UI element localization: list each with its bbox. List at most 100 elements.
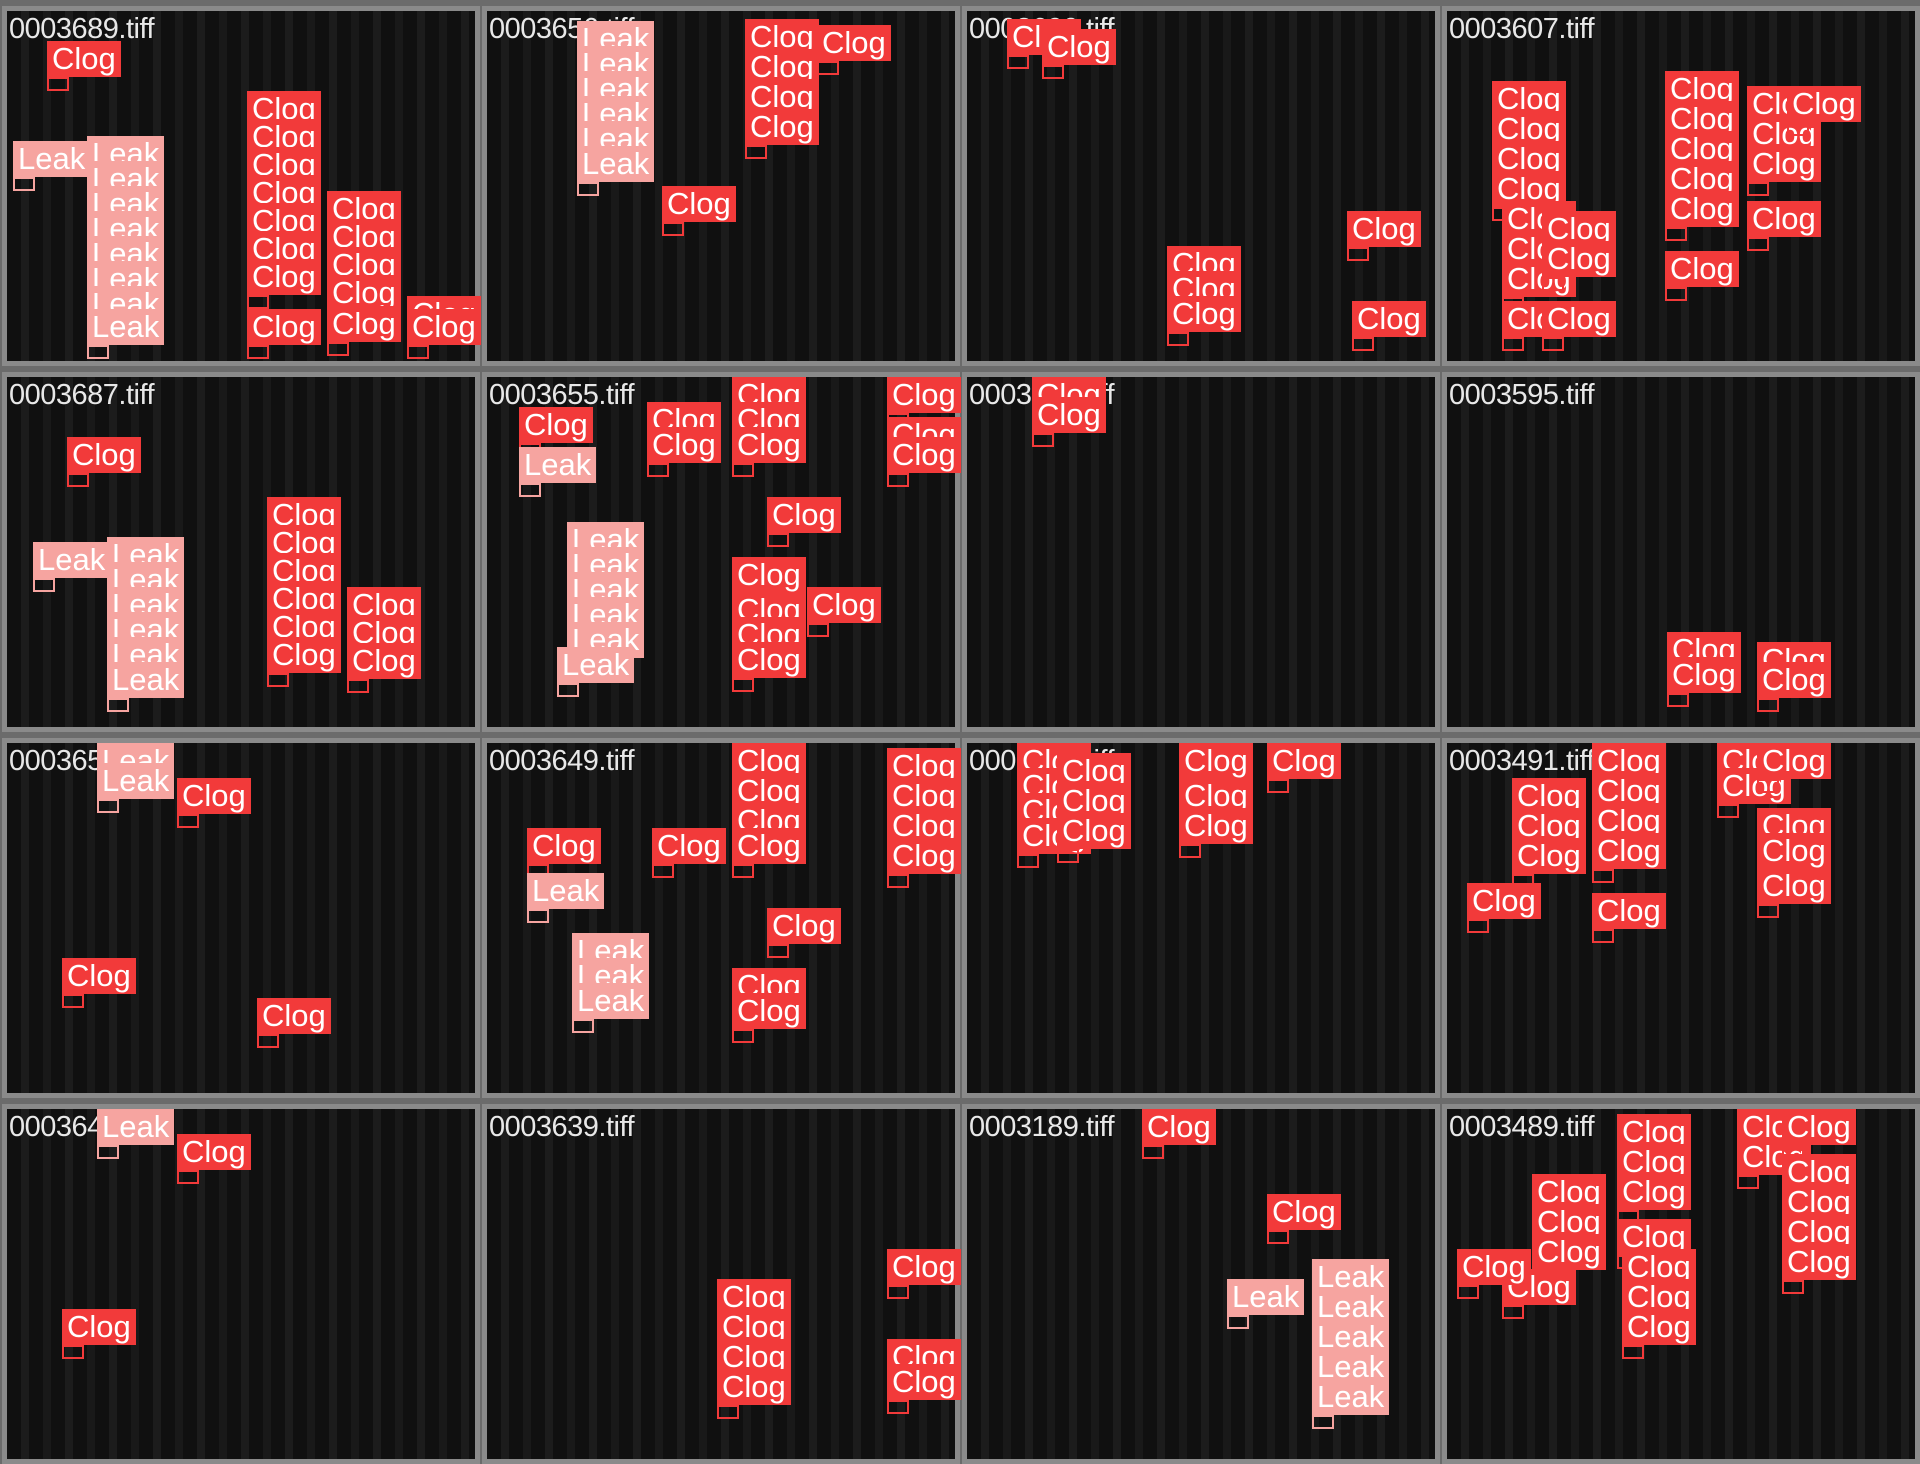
clog-label: Clog — [1787, 86, 1861, 122]
clog-bounding-box — [887, 1400, 909, 1414]
clog-label: Clog — [1592, 833, 1666, 869]
clog-bounding-box — [1017, 854, 1039, 868]
tile-filename: 0003689.tiff — [9, 13, 155, 45]
clog-label: Clog — [67, 437, 141, 473]
clog-bounding-box — [1542, 337, 1564, 351]
leak-label: Leak — [97, 763, 175, 799]
clog-bounding-box — [407, 345, 429, 359]
image-tile[interactable]: 0003638.tiffClogClogClogClogClogClogClog… — [962, 738, 1440, 1098]
image-tile[interactable]: 0003189.tiff Clog Clog Leak Leak Leak Leak Leak… — [962, 1104, 1440, 1464]
clog-label: Clog — [1352, 301, 1426, 337]
clog-bounding-box — [1737, 1175, 1759, 1189]
clog-bounding-box — [1352, 337, 1374, 351]
clog-bounding-box — [62, 994, 84, 1008]
clog-bounding-box — [1267, 1230, 1289, 1244]
clog-bounding-box — [647, 463, 669, 477]
clog-bounding-box — [267, 673, 289, 687]
clog-bounding-box — [717, 1405, 739, 1419]
clog-label: Clog — [647, 427, 721, 463]
clog-bounding-box — [1592, 929, 1614, 943]
clog-label: Clog — [1457, 1249, 1531, 1285]
clog-label: Clog — [745, 49, 819, 85]
leak-label: Leak — [33, 542, 111, 578]
clog-label: Clog — [887, 1249, 961, 1285]
leak-label: Leak — [527, 873, 605, 909]
clog-label: Clog — [1782, 1244, 1856, 1280]
clog-bounding-box — [1665, 287, 1687, 301]
clog-label: Clog — [887, 377, 961, 413]
leak-label: Leak — [577, 146, 655, 182]
clog-label: Clog — [732, 828, 806, 864]
clog-label: Clog — [47, 41, 121, 77]
image-tile[interactable]: 0003689.tiff Clog Leak Leak Leak Leak Leak Leak… — [2, 6, 481, 366]
tile-filename: 0003687.tiff — [9, 379, 155, 411]
image-tile[interactable]: 0003595.tiff Clog Clog Clog Clog — [1442, 372, 1920, 732]
clog-label: Clog — [1179, 743, 1253, 779]
clog-label: Clog — [1665, 251, 1739, 287]
image-tile[interactable]: 0003656.tiff Leak Leak Leak Leak Leak Leak Clog… — [482, 6, 960, 366]
tile-filename: 0003607.tiff — [1449, 13, 1595, 45]
clog-bounding-box — [1757, 904, 1779, 918]
image-background — [487, 743, 955, 1093]
clog-bounding-box — [1267, 779, 1289, 793]
clog-label: Clog — [347, 643, 421, 679]
clog-bounding-box — [177, 1170, 199, 1184]
leak-bounding-box — [527, 909, 549, 923]
clog-label: Clog — [257, 998, 331, 1034]
clog-bounding-box — [47, 77, 69, 91]
clog-label: Clog — [1665, 191, 1739, 227]
clog-label: Clog — [1512, 838, 1586, 874]
image-tile[interactable]: 0003491.tiff Clog Clog Clog Clog Clog Clog Clog… — [1442, 738, 1920, 1098]
leak-bounding-box — [577, 182, 599, 196]
clog-bounding-box — [887, 1285, 909, 1299]
clog-label: Clog — [1267, 743, 1341, 779]
clog-label: Clog — [519, 407, 593, 443]
clog-label: Clog — [407, 309, 481, 345]
clog-label: Clog — [1542, 301, 1616, 337]
clog-label: Clog — [732, 557, 806, 593]
image-tile[interactable]: 0003687.tiff Clog Leak Leak Leak Leak Leak Leak… — [2, 372, 480, 732]
clog-bounding-box — [1179, 844, 1201, 858]
clog-bounding-box — [1347, 247, 1369, 261]
leak-label: Leak — [1312, 1379, 1390, 1415]
image-tile[interactable]: 0003489.tiff Clog Clog Clog Clog Clog Clog Clog… — [1442, 1104, 1920, 1464]
leak-label: Leak — [87, 309, 165, 345]
leak-bounding-box — [519, 483, 541, 497]
clog-label: Clog — [1347, 211, 1421, 247]
clog-label: Clog — [1667, 657, 1741, 693]
clog-label: Clog — [887, 437, 961, 473]
clog-bounding-box — [1622, 1345, 1644, 1359]
tile-filename: 0003491.tiff — [1449, 745, 1595, 777]
image-tile[interactable]: 0003607.tiff Clog Clog Clog Clog Clog Clog Clog… — [1442, 6, 1920, 366]
leak-label: Leak — [107, 662, 185, 698]
image-tile[interactable]: 0003639.tiff Clog Clog Clog Clog Clog Clog Clog — [482, 1104, 961, 1464]
clog-bounding-box — [1502, 1305, 1524, 1319]
clog-bounding-box — [1757, 779, 1779, 793]
clog-label: Clog — [1757, 868, 1831, 904]
clog-bounding-box — [807, 623, 829, 637]
clog-label: Clog — [1032, 397, 1106, 433]
clog-label: Clog — [1267, 1194, 1341, 1230]
clog-label: Clog — [62, 1309, 136, 1345]
clog-label: Clog — [247, 309, 321, 345]
leak-label: Leak — [1227, 1279, 1305, 1315]
image-tile[interactable]: 0003655.tiff Clog Leak Clog Clog Clog Clog Clog… — [482, 372, 961, 732]
clog-bounding-box — [177, 814, 199, 828]
clog-label: Clog — [1747, 146, 1821, 182]
image-tile[interactable]: 0003647.tiff Leak Clog Clog — [2, 1104, 480, 1464]
clog-bounding-box — [732, 678, 754, 692]
leak-bounding-box — [13, 177, 35, 191]
clog-bounding-box — [1467, 919, 1489, 933]
leak-label: Leak — [519, 447, 597, 483]
clog-bounding-box — [1787, 122, 1809, 136]
clog-bounding-box — [732, 463, 754, 477]
clog-label: Clog — [247, 259, 321, 295]
clog-label: Clog — [717, 1369, 791, 1405]
clog-label: Clog — [1622, 1309, 1696, 1345]
tile-filename: 0003639.tiff — [489, 1111, 635, 1143]
image-tile[interactable]: 0003649.tiff Clog Clog Clog Clog Clog Clog Clog… — [482, 738, 961, 1098]
image-tile[interactable]: 0003657.tiff Leak Leak Clog Clog Clog — [2, 738, 480, 1098]
